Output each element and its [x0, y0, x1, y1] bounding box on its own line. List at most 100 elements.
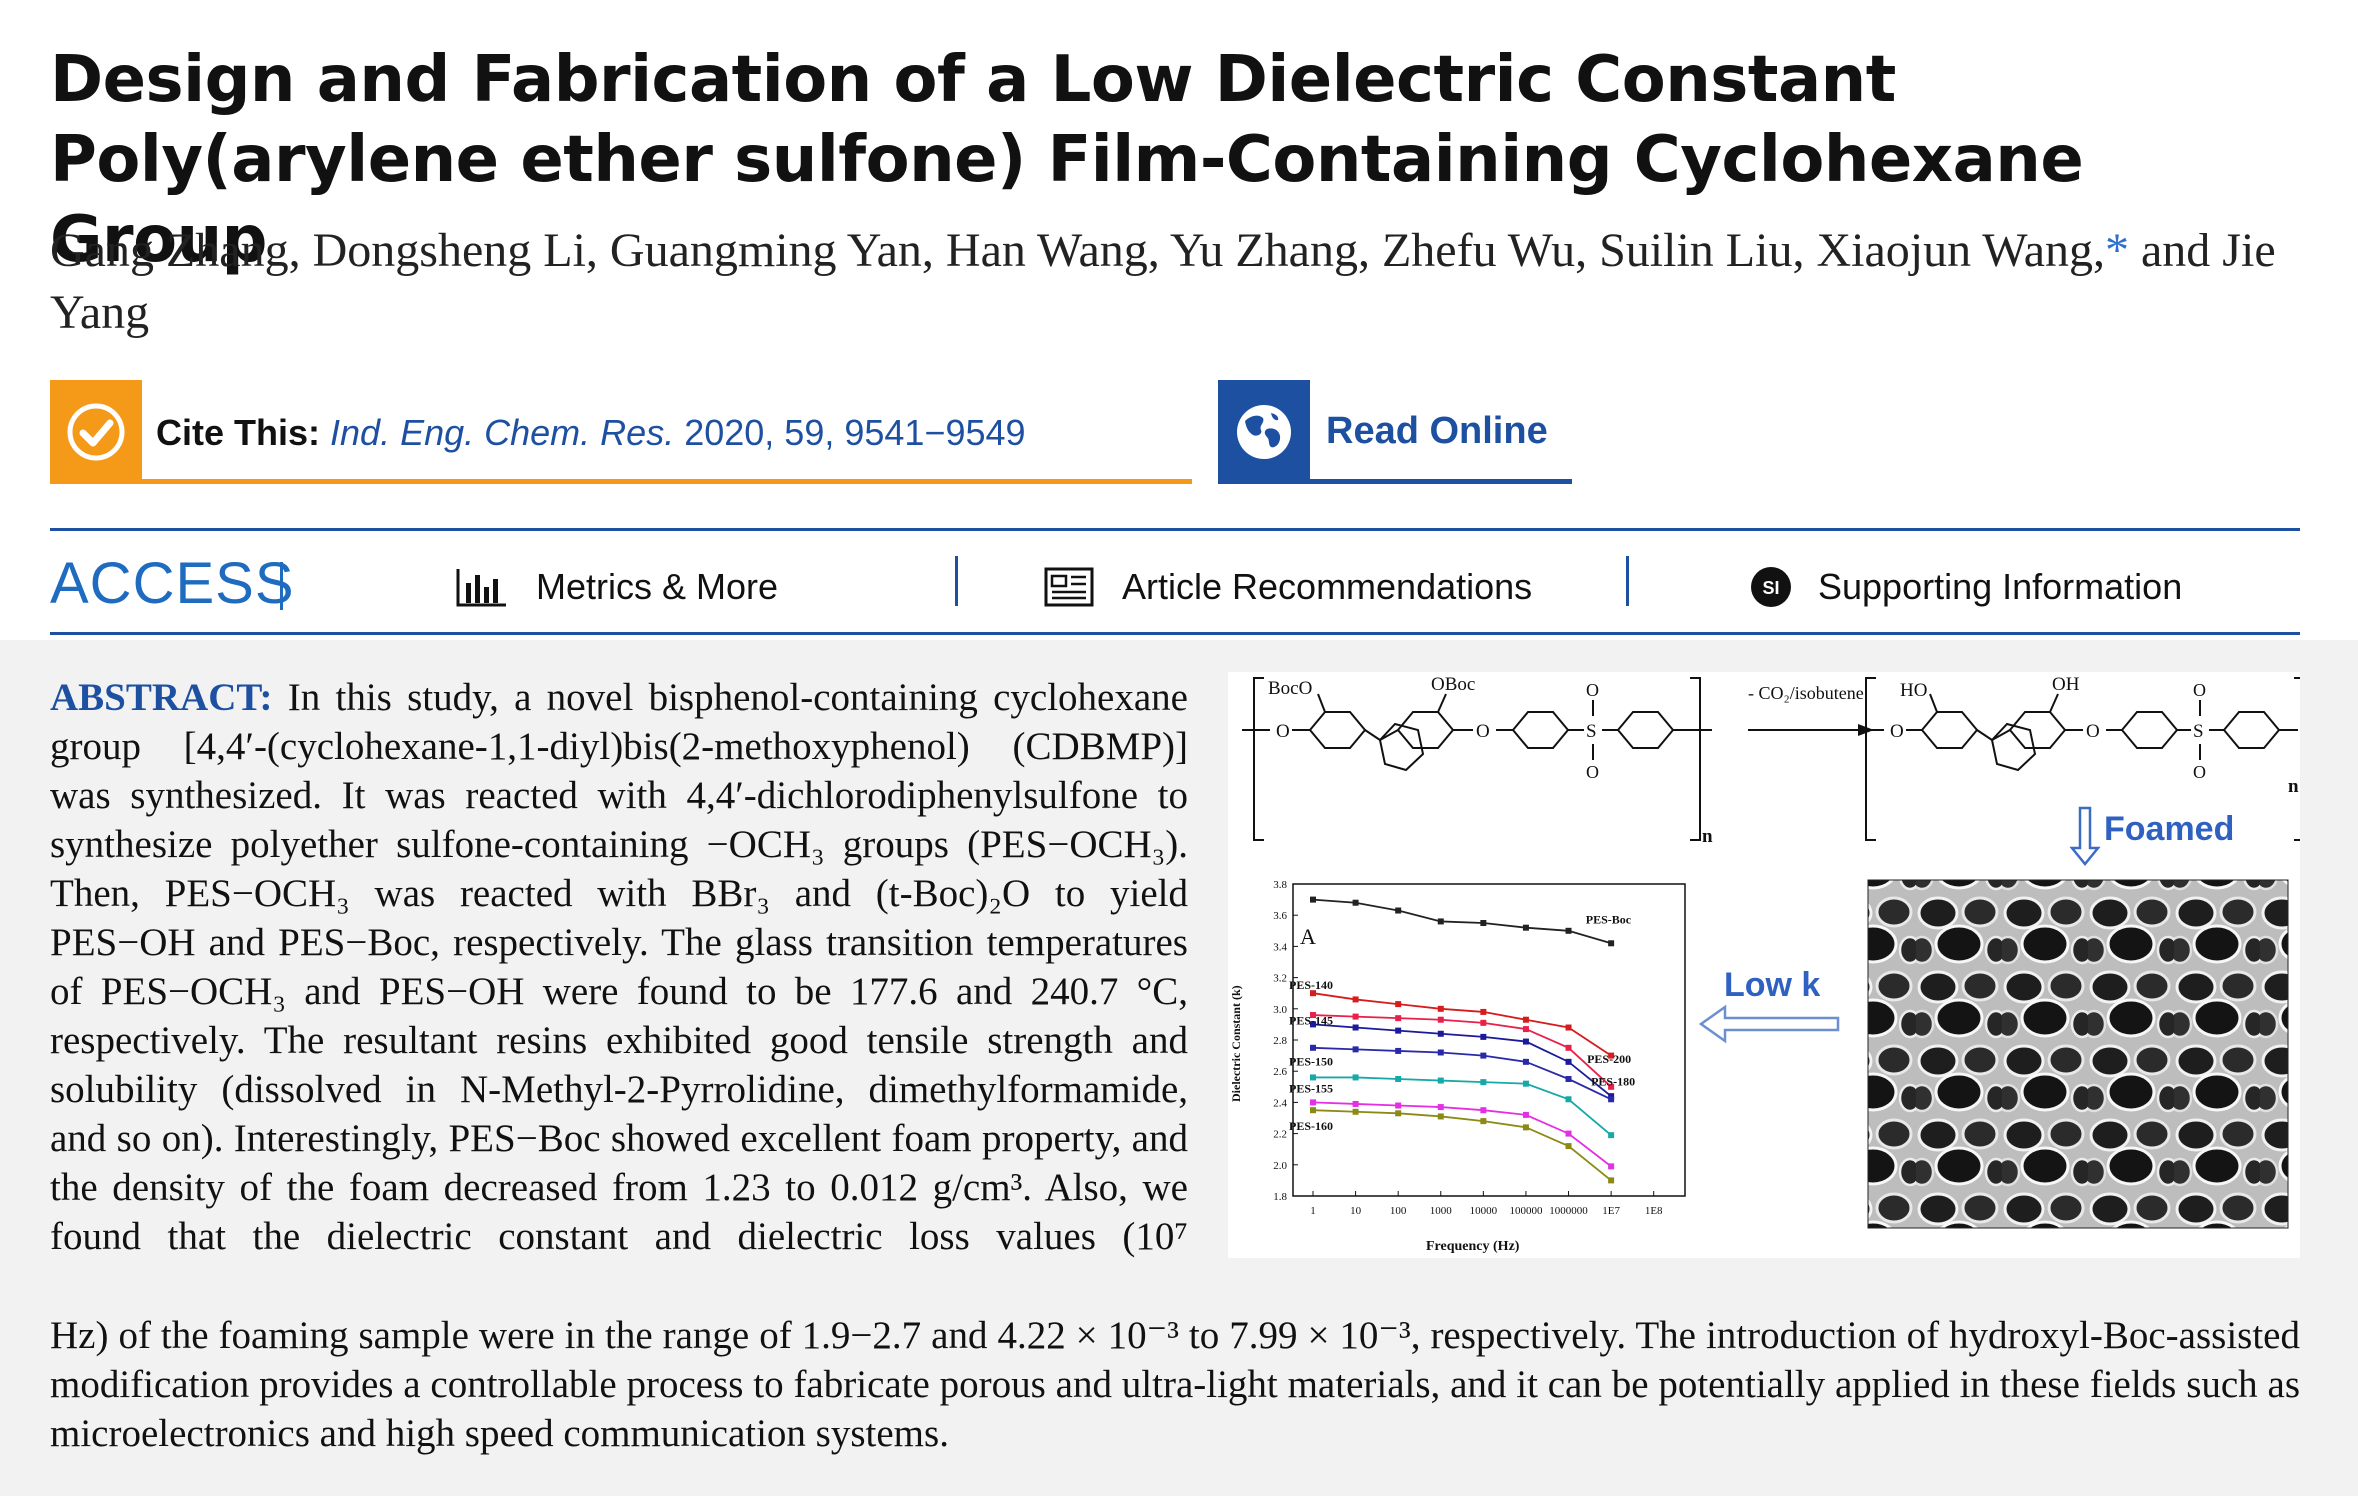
data-point	[1395, 1027, 1402, 1034]
data-point	[1522, 1080, 1529, 1087]
citation-text: Cite This: Ind. Eng. Chem. Res. 2020, 59…	[156, 412, 1026, 454]
cite-label: Cite This:	[156, 412, 321, 453]
svg-text:O: O	[2193, 680, 2206, 700]
corresponding-author-star[interactable]: *	[2105, 224, 2129, 277]
y-tick-label: 2.4	[1273, 1097, 1287, 1109]
y-tick-label: 1.8	[1273, 1191, 1287, 1203]
metrics-more-tab[interactable]: Metrics & More	[456, 566, 778, 608]
data-point	[1522, 1026, 1529, 1033]
data-point	[1310, 1107, 1316, 1114]
series-line	[1313, 1076, 1612, 1136]
authors-tail[interactable]: and Jie Yang	[50, 224, 2276, 339]
authors-text[interactable]: Gang Zhang, Dongsheng Li, Guangming Yan,…	[50, 224, 2105, 277]
data-point	[1310, 1012, 1316, 1019]
data-point	[1352, 1100, 1359, 1107]
data-point	[1352, 899, 1359, 906]
y-tick-label: 2.2	[1273, 1129, 1287, 1141]
data-point	[1395, 1047, 1402, 1054]
data-point	[1310, 1074, 1316, 1081]
data-point	[1608, 1083, 1615, 1090]
data-point	[1437, 1104, 1444, 1111]
supporting-information-label[interactable]: Supporting Information	[1818, 566, 2183, 607]
data-point	[1608, 1096, 1615, 1103]
series-label: PES-Boc	[1586, 912, 1632, 926]
article-icon	[1044, 567, 1094, 607]
pes-boc-structure: O O S O O	[1242, 677, 1712, 841]
x-axis-label: Frequency (Hz)	[1426, 1239, 1520, 1254]
data-point	[1395, 1015, 1402, 1022]
abstract-text-top: ABSTRACT: In this study, a novel bisphen…	[50, 673, 1188, 1261]
data-point	[1395, 1076, 1402, 1082]
metrics-more-label[interactable]: Metrics & More	[536, 566, 779, 607]
left-repeat-n: n	[1702, 826, 1713, 847]
series-label: PES-145	[1289, 1013, 1333, 1027]
x-tick-label: 1E8	[1645, 1205, 1663, 1217]
abstract-label: ABSTRACT:	[50, 676, 273, 719]
data-point	[1310, 896, 1316, 903]
data-point	[1310, 1099, 1316, 1106]
read-online-button[interactable]: Read Online	[1218, 380, 1572, 484]
data-point	[1608, 1163, 1615, 1170]
y-tick-label: 2.0	[1273, 1160, 1287, 1172]
y-tick-label: 3.6	[1273, 910, 1287, 922]
series-line	[1312, 1023, 1612, 1097]
foam-sem-image	[1867, 879, 2289, 1229]
access-label: ACCESS	[50, 551, 295, 616]
low-k-label: Low k	[1724, 966, 1820, 1004]
abstract-text-bottom: Hz) of the foaming sample were in the ra…	[50, 1314, 2300, 1455]
citation-details[interactable]: 2020, 59, 9541−9549	[674, 412, 1026, 453]
svg-text:O: O	[2193, 762, 2206, 782]
journal-name[interactable]: Ind. Eng. Chem. Res.	[330, 412, 675, 453]
data-point	[1352, 1013, 1359, 1020]
data-point	[1437, 1077, 1444, 1084]
series-label: PES-180	[1591, 1074, 1635, 1088]
left-sub-oboc: OBoc	[1431, 674, 1475, 695]
series-label: PES-200	[1587, 1052, 1631, 1066]
y-tick-label: 2.8	[1273, 1035, 1287, 1047]
right-sub-oh: OH	[2052, 674, 2080, 695]
data-point	[1480, 1008, 1487, 1015]
data-point	[1522, 1058, 1529, 1065]
data-point	[1437, 1113, 1444, 1120]
foamed-label: Foamed	[2104, 810, 2234, 848]
cite-this-box[interactable]: Cite This: Ind. Eng. Chem. Res. 2020, 59…	[50, 380, 1192, 484]
read-online-label[interactable]: Read Online	[1326, 410, 1548, 452]
bar-chart-icon	[456, 567, 508, 607]
article-recommendations-tab[interactable]: Article Recommendations	[1044, 566, 1532, 608]
data-point	[1310, 990, 1316, 997]
data-point	[1565, 927, 1572, 934]
y-axis-label: Dielectric Constant (k)	[1229, 985, 1243, 1102]
x-tick-label: 100000	[1509, 1205, 1543, 1217]
data-point	[1480, 920, 1487, 926]
supporting-information-tab[interactable]: SI Supporting Information	[1750, 566, 2182, 608]
data-point	[1352, 996, 1359, 1003]
y-tick-label: 3.4	[1273, 941, 1287, 953]
data-point	[1352, 1074, 1359, 1081]
si-icon: SI	[1750, 566, 1792, 608]
nav-separator-2	[1626, 556, 1629, 606]
series-line	[1312, 1101, 1612, 1168]
data-point	[1608, 940, 1615, 947]
series-label: PES-160	[1289, 1119, 1333, 1133]
access-separator	[280, 562, 283, 610]
data-point	[1608, 1177, 1615, 1184]
pes-oh-structure: O O S O O	[1856, 677, 2300, 841]
data-point	[1608, 1132, 1615, 1139]
series-label: PES-155	[1289, 1081, 1333, 1095]
data-point	[1522, 1124, 1529, 1131]
article-recommendations-label[interactable]: Article Recommendations	[1122, 566, 1533, 607]
series-line	[1312, 898, 1612, 945]
x-tick-label: 1	[1310, 1205, 1316, 1217]
y-tick-label: 2.6	[1273, 1066, 1287, 1078]
data-point	[1480, 1019, 1487, 1026]
reaction-condition: - CO₂/isobutene	[1748, 683, 1864, 703]
right-repeat-n: n	[2288, 776, 2299, 797]
top-divider	[50, 528, 2300, 531]
bottom-divider	[50, 632, 2300, 635]
data-point	[1395, 1110, 1402, 1117]
data-point	[1480, 1052, 1487, 1059]
svg-text:O: O	[1476, 721, 1490, 742]
data-point	[1565, 1076, 1572, 1082]
x-tick-label: 1000	[1430, 1205, 1453, 1217]
data-point	[1437, 1005, 1444, 1012]
